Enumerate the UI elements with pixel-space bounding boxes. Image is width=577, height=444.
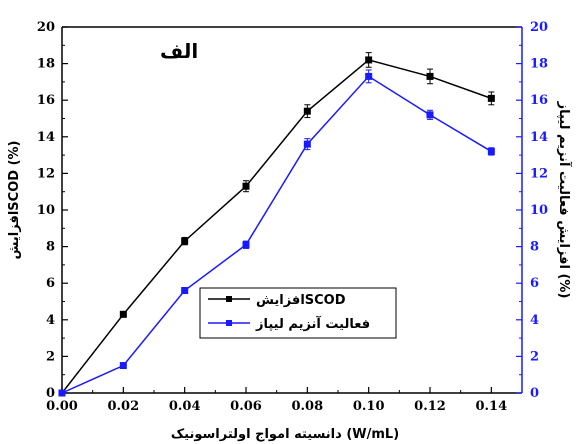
data-point-lipase [242,241,250,249]
x-tick-label: 0.02 [107,399,139,414]
data-point-scod [365,56,373,64]
x-tick-label: 0.12 [414,399,446,414]
left-tick-label: 14 [37,130,55,145]
legend-label-lipase: فعالیت آنزیم لیپاز [255,315,370,332]
right-tick-label: 20 [530,20,548,35]
legend-marker-lipase [226,320,232,326]
data-point-lipase [426,111,434,119]
data-point-scod [487,94,495,102]
legend-box [199,287,397,339]
left-tick-label: 6 [46,276,55,291]
legend: افزایشSCOD فعالیت آنزیم لیپاز [199,287,397,339]
left-tick-label: 4 [46,313,55,328]
x-tick-label: 0.14 [475,399,507,414]
right-axis-title: افزایش فعالیت آنزیم لیپاز (%) [556,101,573,299]
x-tick-label: 0.04 [169,399,201,414]
data-point-lipase [487,147,495,155]
left-tick-label: 12 [37,166,55,181]
data-point-scod [242,182,250,190]
right-tick-label: 0 [530,386,539,401]
left-tick-label: 0 [46,386,55,401]
right-axis-ticks: 0 2 4 6 8 10 12 14 16 18 20 [516,20,548,401]
left-tick-label: 18 [37,57,55,72]
panel-label: الف [160,39,198,63]
data-point-scod [181,237,189,245]
right-tick-label: 6 [530,276,539,291]
right-tick-label: 12 [530,166,548,181]
x-tick-label: 0.00 [46,399,78,414]
right-tick-label: 10 [530,203,548,218]
right-tick-label: 16 [530,93,548,108]
left-axis-title: افزایشSCOD (%) [7,141,22,260]
x-axis-ticks: 0.00 0.02 0.04 0.06 0.08 0.10 0.12 0.14 [46,387,507,414]
left-tick-label: 10 [37,203,55,218]
series-lipase [58,69,495,397]
legend-label-scod: افزایشSCOD [256,293,346,308]
x-tick-label: 0.08 [291,399,323,414]
left-tick-label: 8 [46,240,55,255]
data-point-scod [119,310,127,318]
legend-marker-scod [226,296,232,302]
data-point-scod [303,107,311,115]
left-tick-label: 16 [37,93,55,108]
right-tick-label: 18 [530,57,548,72]
right-tick-label: 2 [530,349,539,364]
data-point-lipase [365,72,373,80]
series-line-scod [61,59,492,394]
data-point-lipase [119,362,127,370]
x-axis-title: دانسیته امواج اولتراسونیک (W/mL) [171,427,399,442]
left-tick-label: 20 [37,20,55,35]
x-tick-label: 0.06 [230,399,262,414]
data-point-scod [426,72,434,80]
left-axis-ticks: 0 2 4 6 8 10 12 14 16 18 20 [37,20,68,401]
right-tick-label: 4 [530,313,539,328]
right-tick-label: 14 [530,130,548,145]
series-line-lipase [61,75,492,394]
data-point-lipase [303,140,311,148]
series-layer [58,52,495,397]
left-tick-label: 2 [46,349,55,364]
right-tick-label: 8 [530,240,539,255]
series-scod [58,52,495,397]
x-tick-label: 0.10 [353,399,385,414]
data-point-lipase [181,287,189,295]
data-point-lipase [58,389,66,397]
